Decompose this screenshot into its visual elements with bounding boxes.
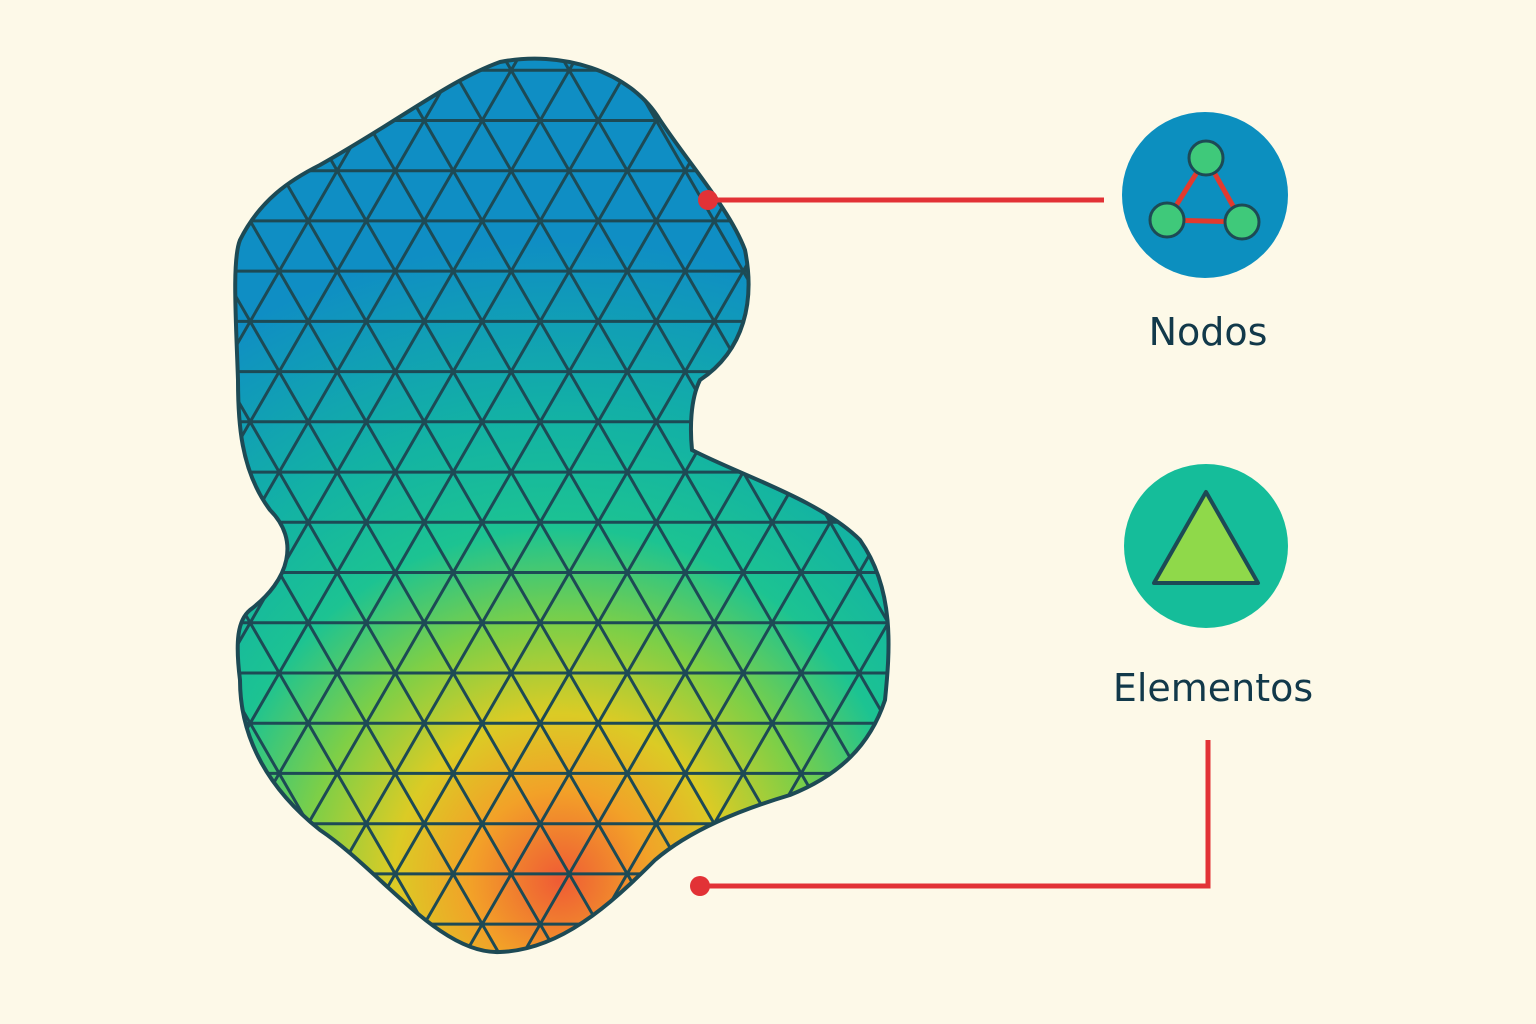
node-right xyxy=(1223,203,1261,241)
elements-connector xyxy=(690,740,1211,896)
node-left xyxy=(1148,201,1186,239)
nodes-label: Nodos xyxy=(1148,310,1268,354)
nodes-graph-icon xyxy=(1122,112,1288,278)
nodes-connector xyxy=(698,190,1104,210)
node-top xyxy=(1187,139,1225,177)
nodes-icon-background xyxy=(1122,112,1288,278)
elements-connector-line xyxy=(700,740,1211,889)
elements-connector-dot xyxy=(690,876,710,896)
triangle-element-icon xyxy=(1124,464,1288,628)
elements-label: Elementos xyxy=(1112,666,1314,710)
mesh-grid-path xyxy=(235,58,889,953)
finite-element-mesh xyxy=(233,56,891,955)
mesh-lines xyxy=(235,58,889,953)
nodes-connector-dot xyxy=(698,190,718,210)
mesh-fill xyxy=(235,58,889,953)
triangle-element-shape xyxy=(1152,490,1260,585)
